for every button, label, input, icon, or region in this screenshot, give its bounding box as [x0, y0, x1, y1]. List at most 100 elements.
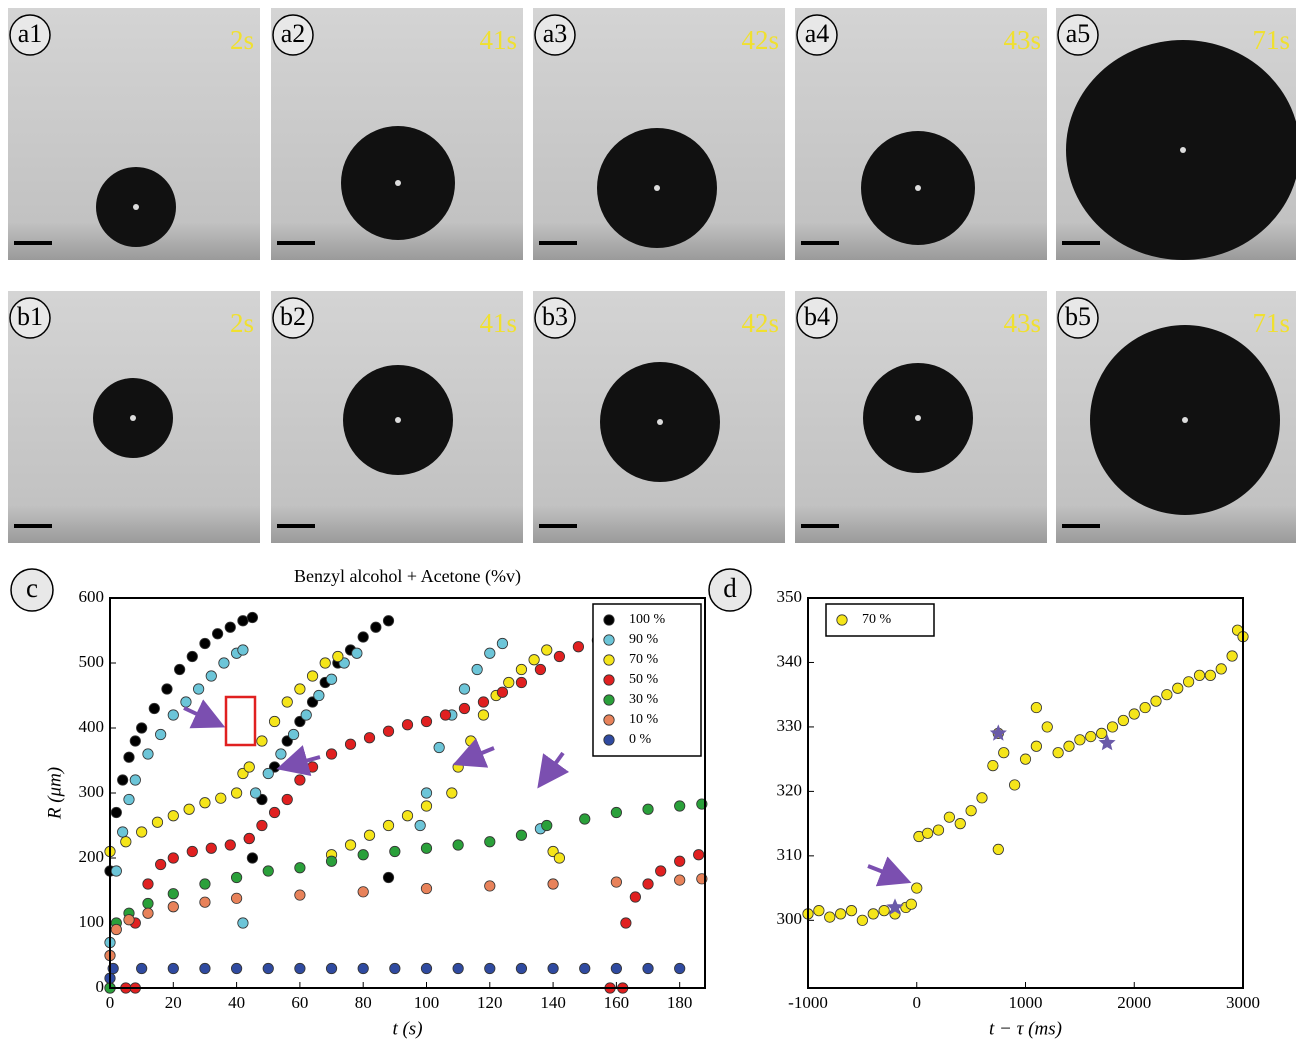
data-point — [573, 642, 583, 652]
data-point — [912, 883, 922, 893]
time-label: 43s — [1003, 308, 1041, 338]
data-point — [440, 710, 450, 720]
data-point — [155, 729, 165, 739]
x-tick-label: 20 — [165, 993, 182, 1012]
legend-swatch — [604, 735, 614, 745]
data-point — [674, 875, 684, 885]
data-point — [326, 674, 336, 684]
data-point — [257, 820, 267, 830]
data-point — [111, 807, 121, 817]
data-point — [1031, 702, 1041, 712]
data-point — [529, 655, 539, 665]
data-point — [155, 859, 165, 869]
legend-label: 0 % — [629, 732, 652, 747]
data-point — [130, 736, 140, 746]
data-point — [906, 899, 916, 909]
legend-swatch — [604, 695, 614, 705]
x-tick-label: -1000 — [788, 993, 828, 1012]
chart-title: Benzyl alcohol + Acetone (%v) — [294, 566, 521, 587]
x-tick-label: 1000 — [1009, 993, 1043, 1012]
data-point — [206, 843, 216, 853]
data-point — [1107, 722, 1117, 732]
y-tick-label: 300 — [777, 909, 803, 928]
data-point — [548, 879, 558, 889]
legend-label: 70 % — [862, 612, 892, 627]
data-point — [466, 736, 476, 746]
data-point — [478, 710, 488, 720]
data-point — [168, 710, 178, 720]
data-point — [1216, 664, 1226, 674]
data-point — [295, 684, 305, 694]
data-point — [580, 963, 590, 973]
data-point — [184, 804, 194, 814]
data-point — [630, 892, 640, 902]
data-point — [674, 801, 684, 811]
droplet-highlight — [130, 415, 136, 421]
data-point — [143, 898, 153, 908]
time-label: 42s — [741, 308, 779, 338]
data-point — [485, 837, 495, 847]
data-point — [383, 820, 393, 830]
data-point — [1096, 728, 1106, 738]
x-tick-label: 0 — [106, 993, 115, 1012]
data-point — [814, 905, 824, 915]
data-point — [999, 748, 1009, 758]
data-point — [124, 752, 134, 762]
data-point — [621, 918, 631, 928]
data-point — [554, 853, 564, 863]
time-label: 43s — [1003, 25, 1041, 55]
data-point — [295, 775, 305, 785]
data-point — [231, 788, 241, 798]
legend-label: 100 % — [629, 612, 666, 627]
data-point — [434, 742, 444, 752]
data-point — [345, 840, 355, 850]
data-point — [1227, 651, 1237, 661]
data-point — [152, 817, 162, 827]
time-label: 2s — [230, 25, 254, 55]
data-point — [200, 638, 210, 648]
data-point — [181, 697, 191, 707]
data-point — [130, 775, 140, 785]
panel-label: b5 — [1065, 302, 1091, 331]
data-point — [868, 909, 878, 919]
data-point — [250, 788, 260, 798]
panel-label: c — [26, 573, 38, 603]
data-point — [136, 827, 146, 837]
time-label: 2s — [230, 308, 254, 338]
time-label: 71s — [1252, 308, 1290, 338]
data-point — [1205, 670, 1215, 680]
droplet-highlight — [395, 417, 401, 423]
data-point — [263, 768, 273, 778]
data-point — [231, 963, 241, 973]
data-point — [1183, 677, 1193, 687]
data-point — [643, 879, 653, 889]
data-point — [168, 889, 178, 899]
data-point — [966, 806, 976, 816]
data-point — [247, 612, 257, 622]
data-point — [516, 677, 526, 687]
data-point — [200, 879, 210, 889]
panel-label: b3 — [542, 302, 568, 331]
y-tick-label: 100 — [79, 912, 105, 931]
panel-label: d — [723, 573, 737, 603]
data-point — [390, 846, 400, 856]
data-point — [459, 703, 469, 713]
data-point — [269, 716, 279, 726]
data-point — [225, 622, 235, 632]
data-point — [988, 760, 998, 770]
data-point — [288, 729, 298, 739]
data-point — [121, 837, 131, 847]
x-tick-label: 160 — [604, 993, 630, 1012]
data-point — [846, 905, 856, 915]
legend-swatch — [604, 675, 614, 685]
time-label: 41s — [479, 25, 517, 55]
data-point — [993, 844, 1003, 854]
y-tick-label: 320 — [777, 780, 803, 799]
data-point — [1118, 715, 1128, 725]
y-tick-label: 600 — [79, 587, 105, 606]
data-point — [1086, 731, 1096, 741]
x-tick-label: 2000 — [1117, 993, 1151, 1012]
y-tick-label: 300 — [79, 782, 105, 801]
data-point — [611, 963, 621, 973]
data-point — [421, 801, 431, 811]
